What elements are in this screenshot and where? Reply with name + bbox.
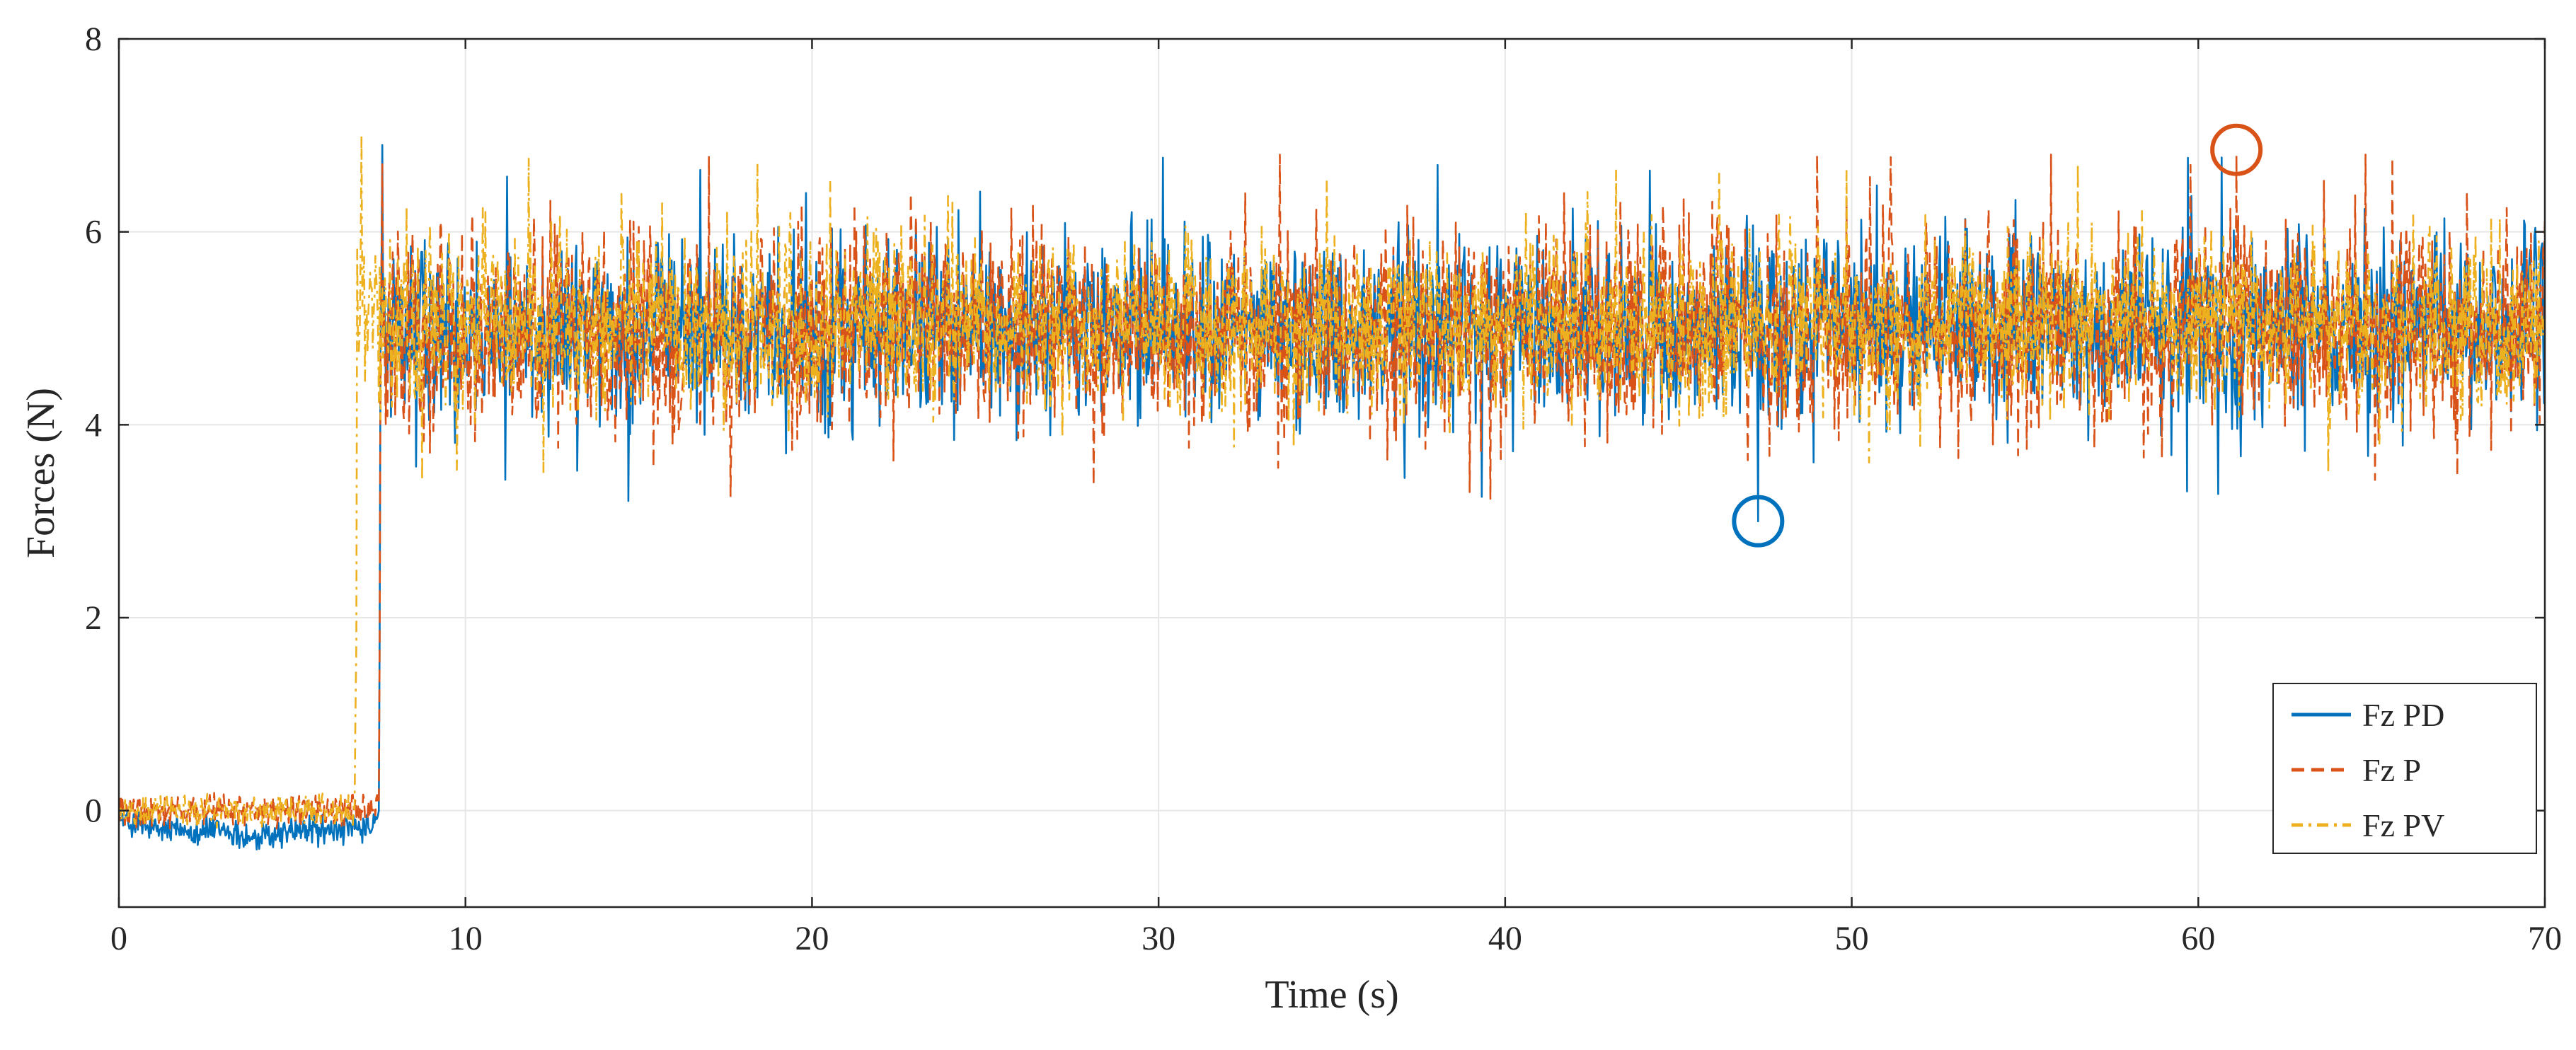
x-tick-label: 30	[1142, 920, 1175, 957]
y-tick-label: 6	[85, 214, 102, 251]
legend-label-fz-pv: Fz PV	[2362, 807, 2444, 843]
x-tick-label: 40	[1488, 920, 1522, 957]
y-tick-label: 0	[85, 792, 102, 830]
x-axis-label: Time (s)	[1265, 973, 1398, 1017]
plot-frame	[117, 38, 2546, 908]
legend-label-fz-pd: Fz PD	[2362, 697, 2444, 733]
x-tick-label: 60	[2181, 920, 2215, 957]
x-tick-label: 0	[110, 920, 127, 957]
series-group	[119, 134, 2545, 850]
legend: Fz PD Fz P Fz PV	[2272, 683, 2537, 854]
x-tick-label: 70	[2528, 920, 2562, 957]
y-tick-label: 2	[85, 599, 102, 637]
x-tick-label: 50	[1835, 920, 1869, 957]
y-tick-label: 8	[85, 21, 102, 58]
x-tick-label: 20	[795, 920, 829, 957]
series-line-fz-pv	[119, 134, 2545, 830]
annotations	[1732, 123, 2263, 548]
annotation-circle-1	[1732, 495, 1785, 548]
y-axis-label: Forces (N)	[19, 388, 63, 558]
legend-label-fz-p: Fz P	[2362, 752, 2421, 788]
axis-ticks: 0 10 20 30 40 50 60 70 0 2 4 6 8	[85, 21, 2562, 957]
x-tick-label: 10	[449, 920, 483, 957]
annotation-circle-2	[2210, 123, 2263, 176]
y-tick-label: 4	[85, 406, 102, 444]
